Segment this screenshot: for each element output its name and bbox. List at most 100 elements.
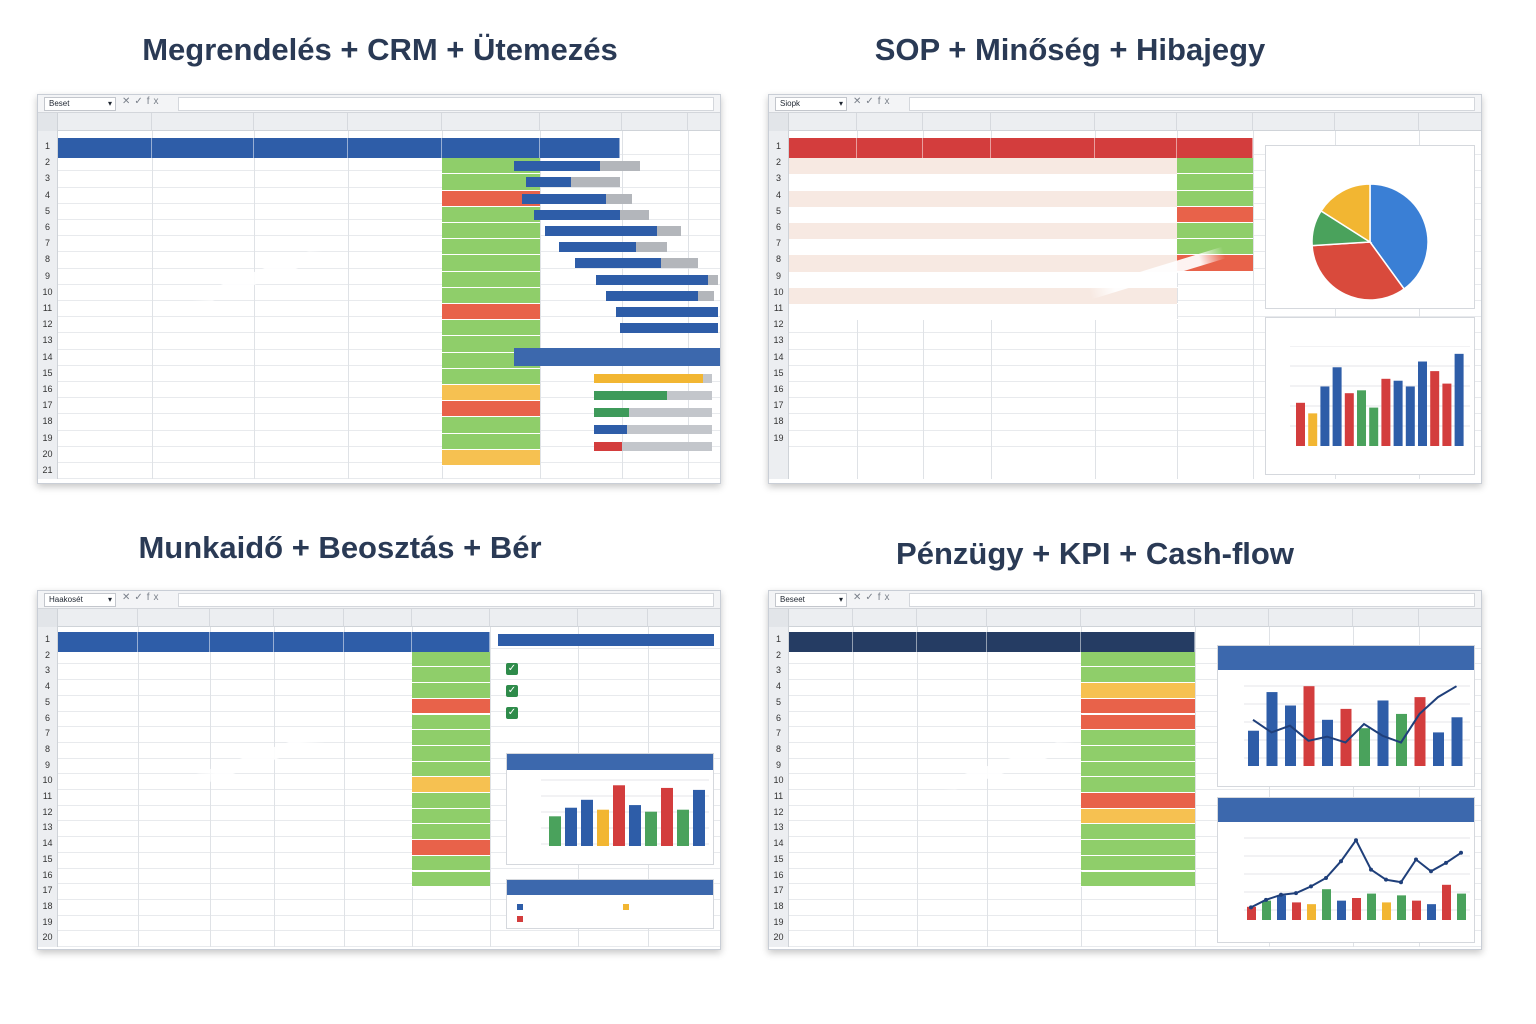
- table-cell[interactable]: [254, 320, 348, 336]
- table-cell[interactable]: [923, 272, 991, 288]
- table-cell[interactable]: [152, 239, 254, 255]
- status-cell[interactable]: [1081, 745, 1195, 762]
- row-number[interactable]: 19: [769, 429, 789, 446]
- row-number[interactable]: 10: [38, 773, 58, 789]
- row-number[interactable]: 20: [38, 930, 58, 946]
- column-header[interactable]: [991, 113, 1095, 131]
- table-cell[interactable]: [853, 762, 917, 778]
- table-cell[interactable]: [274, 856, 344, 872]
- row-number[interactable]: 16: [38, 867, 58, 884]
- row-number[interactable]: 10: [769, 283, 789, 300]
- table-cell[interactable]: [857, 288, 923, 304]
- confirm-icon[interactable]: ✓: [134, 592, 147, 603]
- column-header[interactable]: [344, 609, 412, 627]
- row-number[interactable]: 1: [38, 632, 58, 648]
- table-cell[interactable]: [789, 304, 857, 320]
- table-cell[interactable]: [58, 699, 138, 715]
- row-number[interactable]: 7: [38, 235, 58, 252]
- table-cell[interactable]: [254, 385, 348, 401]
- table-cell[interactable]: [58, 223, 152, 239]
- row-number[interactable]: 15: [769, 364, 789, 381]
- table-cell[interactable]: [923, 174, 991, 190]
- table-cell[interactable]: [58, 191, 152, 207]
- confirm-icon[interactable]: ✓: [865, 592, 878, 603]
- row-number[interactable]: 8: [769, 741, 789, 758]
- table-cell[interactable]: [348, 304, 442, 320]
- row-number[interactable]: 18: [769, 898, 789, 915]
- column-header[interactable]: [789, 113, 857, 131]
- table-cell[interactable]: [254, 304, 348, 320]
- table-cell[interactable]: [58, 353, 152, 369]
- status-cell[interactable]: [1081, 777, 1195, 793]
- row-number[interactable]: 15: [38, 851, 58, 868]
- table-cell[interactable]: [254, 158, 348, 174]
- row-number[interactable]: 6: [769, 710, 789, 727]
- table-cell[interactable]: [138, 746, 210, 762]
- row-number[interactable]: 13: [769, 332, 789, 349]
- row-number[interactable]: 20: [38, 445, 58, 462]
- table-cell[interactable]: [344, 872, 412, 888]
- table-cell[interactable]: [138, 809, 210, 825]
- name-box[interactable]: Siopk: [775, 97, 847, 111]
- table-cell[interactable]: [344, 667, 412, 683]
- column-header[interactable]: [578, 609, 648, 627]
- status-cell[interactable]: [442, 174, 540, 191]
- table-cell[interactable]: [274, 777, 344, 793]
- row-number[interactable]: 17: [769, 397, 789, 414]
- name-box[interactable]: Beseet: [775, 593, 847, 607]
- table-cell[interactable]: [254, 369, 348, 385]
- table-cell[interactable]: [210, 856, 274, 872]
- column-header[interactable]: [152, 113, 254, 131]
- function-icon[interactable]: fx: [877, 592, 894, 603]
- table-cell[interactable]: [991, 174, 1095, 190]
- table-cell[interactable]: [853, 824, 917, 840]
- table-cell[interactable]: [210, 777, 274, 793]
- row-number[interactable]: 14: [38, 836, 58, 852]
- table-cell[interactable]: [58, 288, 152, 304]
- table-cell[interactable]: [857, 207, 923, 223]
- row-number[interactable]: 11: [38, 300, 58, 317]
- table-cell[interactable]: [857, 304, 923, 320]
- row-number[interactable]: 7: [38, 726, 58, 742]
- cancel-icon[interactable]: ✕: [853, 96, 866, 107]
- table-cell[interactable]: [58, 385, 152, 401]
- table-cell[interactable]: [210, 824, 274, 840]
- table-cell[interactable]: [348, 288, 442, 304]
- row-number[interactable]: 13: [769, 820, 789, 837]
- table-cell[interactable]: [987, 840, 1081, 856]
- table-cell[interactable]: [991, 223, 1095, 239]
- row-number[interactable]: 19: [38, 429, 58, 446]
- table-cell[interactable]: [138, 652, 210, 668]
- row-number[interactable]: 7: [769, 726, 789, 742]
- status-cell[interactable]: [1081, 714, 1195, 731]
- table-cell[interactable]: [991, 207, 1095, 223]
- table-cell[interactable]: [138, 699, 210, 715]
- table-cell[interactable]: [991, 255, 1095, 271]
- row-number[interactable]: 4: [38, 186, 58, 203]
- row-number[interactable]: 16: [38, 381, 58, 398]
- table-cell[interactable]: [58, 304, 152, 320]
- table-cell[interactable]: [853, 730, 917, 746]
- column-header[interactable]: [622, 113, 688, 131]
- table-cell[interactable]: [58, 369, 152, 385]
- table-cell[interactable]: [987, 856, 1081, 872]
- column-header[interactable]: [917, 609, 987, 627]
- status-cell[interactable]: [412, 651, 490, 668]
- table-cell[interactable]: [857, 239, 923, 255]
- table-cell[interactable]: [991, 239, 1095, 255]
- table-cell[interactable]: [344, 730, 412, 746]
- row-number[interactable]: 1: [38, 138, 58, 155]
- row-number[interactable]: 18: [769, 413, 789, 430]
- row-number[interactable]: 11: [769, 300, 789, 317]
- status-cell[interactable]: [442, 190, 540, 207]
- table-cell[interactable]: [274, 793, 344, 809]
- row-number[interactable]: 7: [769, 235, 789, 252]
- row-number[interactable]: 2: [38, 647, 58, 664]
- status-cell[interactable]: [412, 683, 490, 699]
- table-cell[interactable]: [152, 158, 254, 174]
- row-number[interactable]: 5: [38, 202, 58, 219]
- select-all-corner[interactable]: [38, 113, 58, 131]
- row-number[interactable]: 12: [38, 316, 58, 333]
- checkbox-icon[interactable]: ✓: [506, 707, 518, 719]
- table-cell[interactable]: [987, 699, 1081, 715]
